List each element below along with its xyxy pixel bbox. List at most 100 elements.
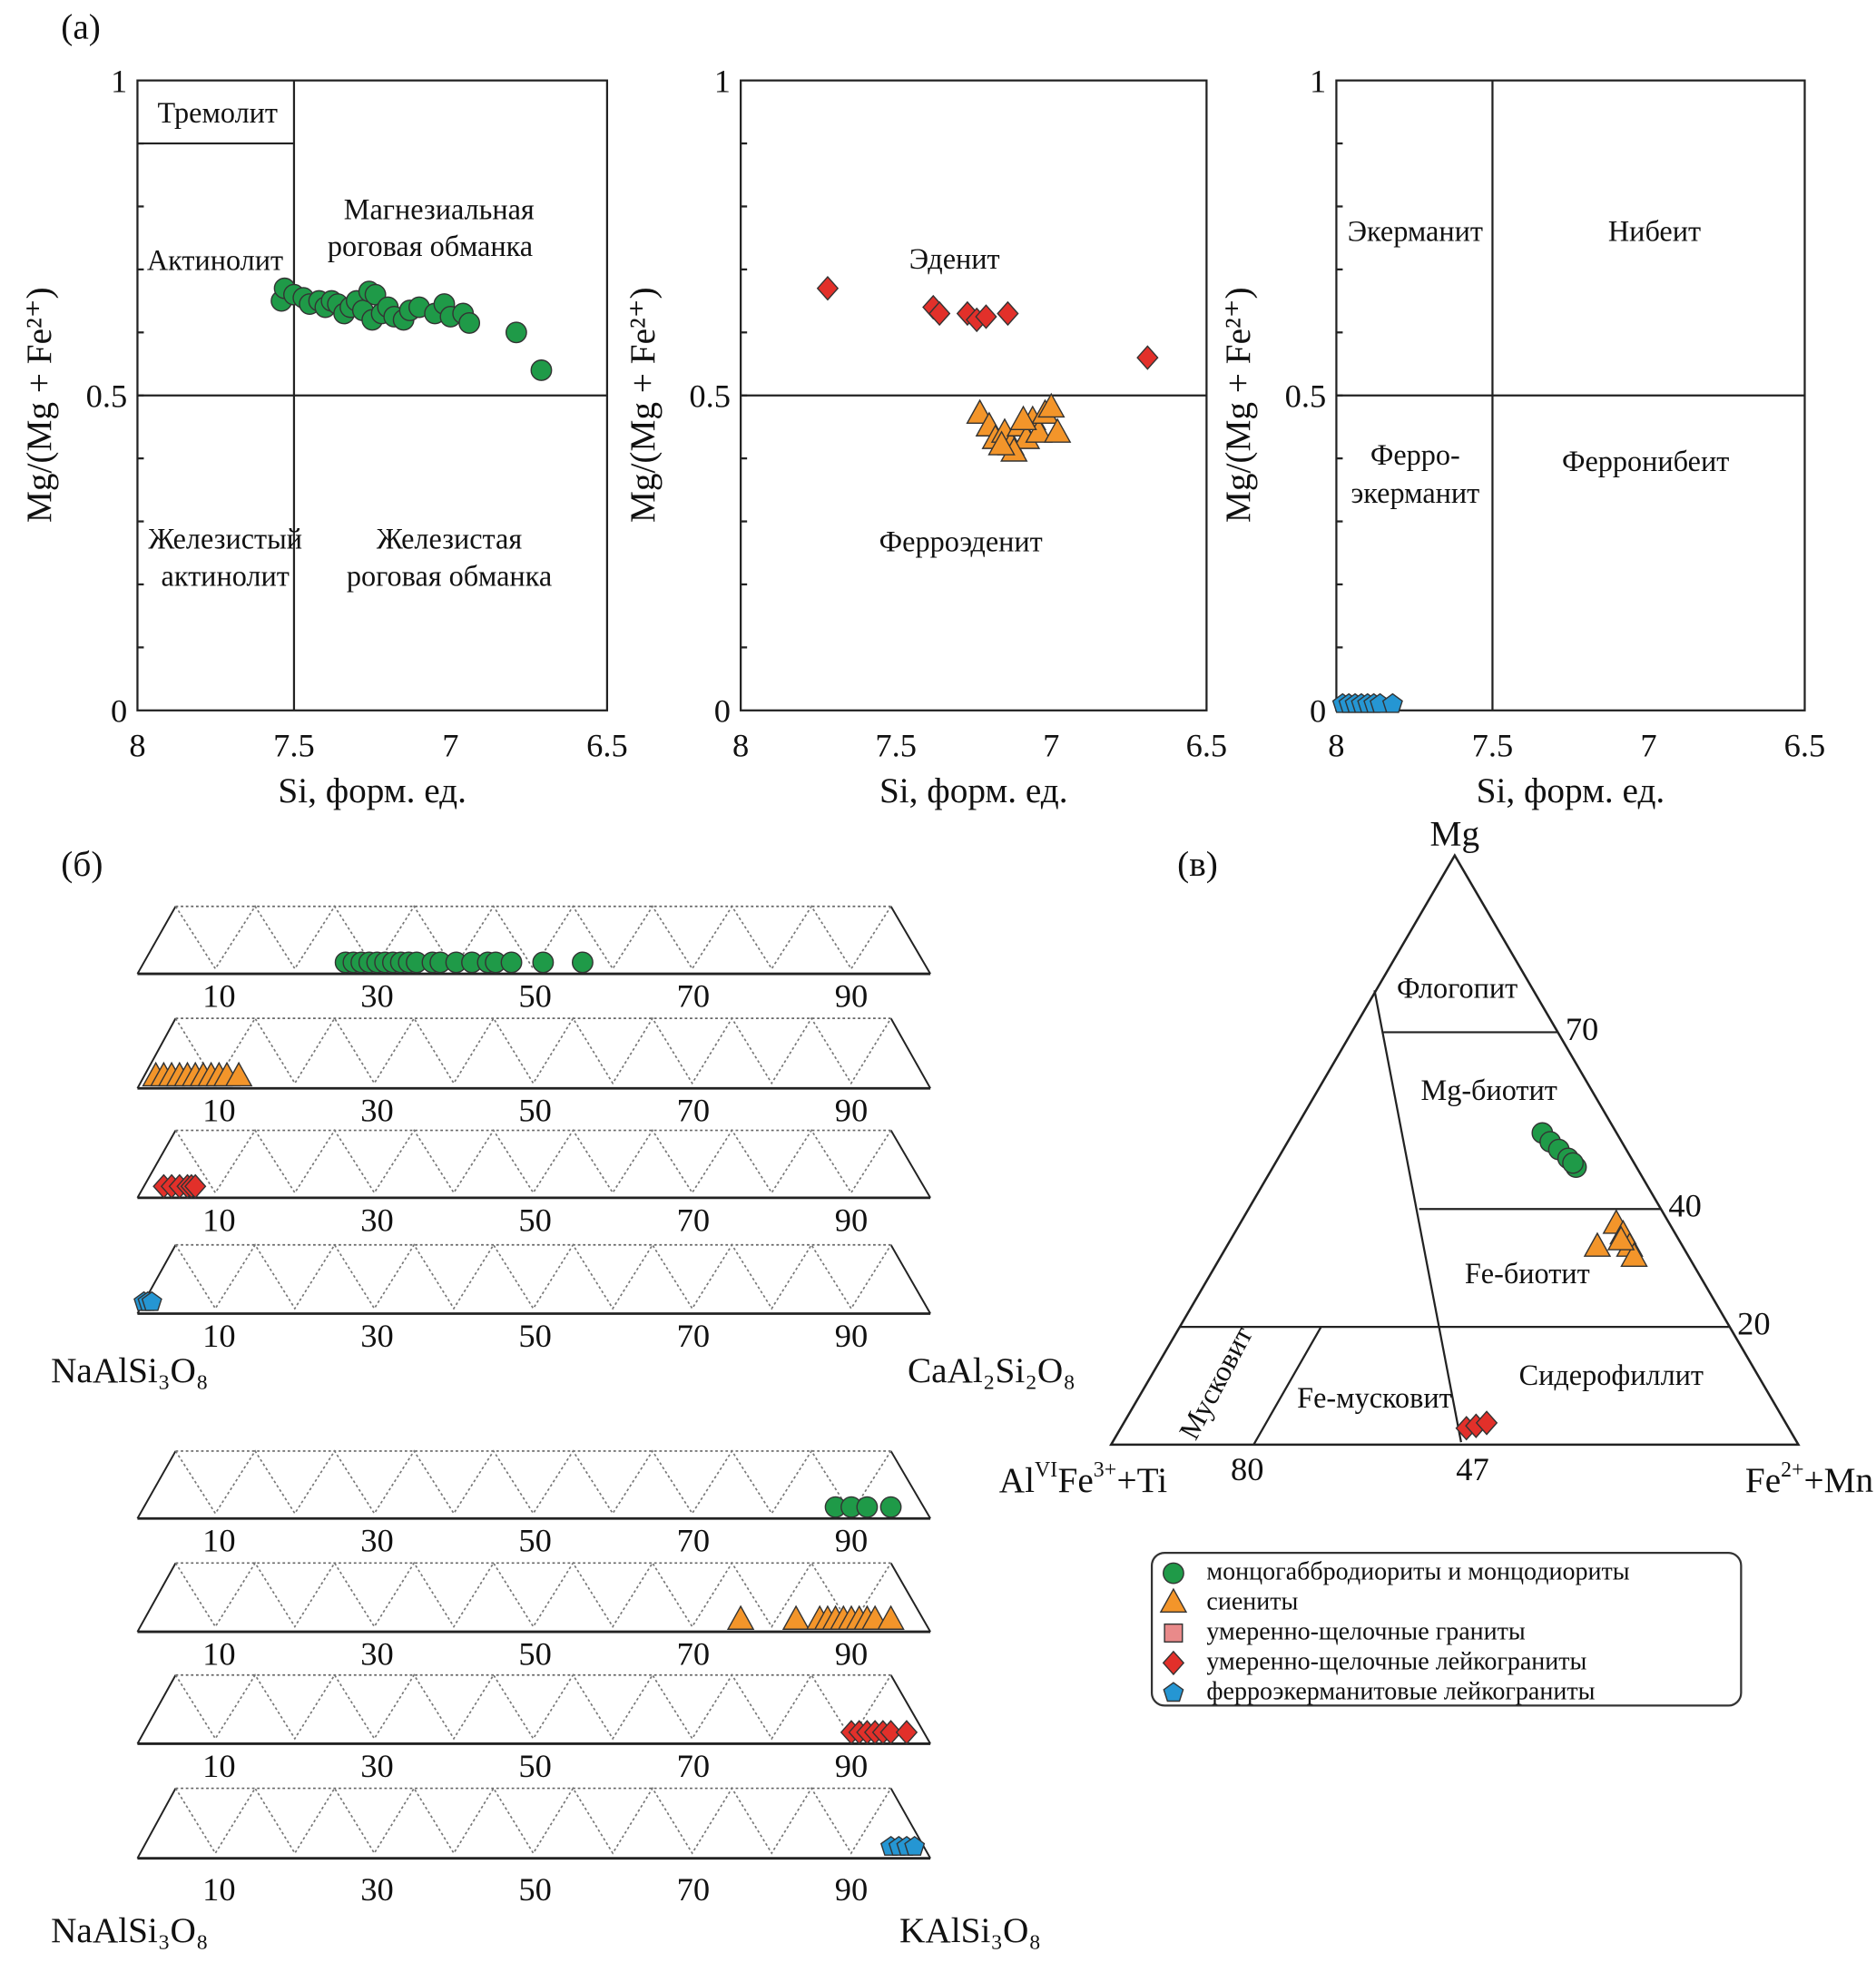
x-tick-label: 30 (360, 1523, 393, 1559)
boundary-line (1373, 990, 1462, 1443)
x-tick-label: 10 (202, 1093, 235, 1129)
legend-label: сиениты (1206, 1588, 1298, 1616)
x-tick-label: 90 (835, 1202, 868, 1238)
x-tick-label: 50 (518, 1523, 551, 1559)
y-tick-label: 0 (1310, 692, 1326, 729)
strip-zigzag (174, 1786, 892, 1855)
x-tick-label: 70 (677, 1202, 710, 1238)
x-tick-label: 90 (835, 1523, 868, 1559)
x-tick-label: 10 (202, 1871, 235, 1908)
x-axis-label: Si, форм. ед. (278, 771, 467, 810)
label-part: +Mn (1804, 1461, 1874, 1500)
strip-side (136, 906, 177, 975)
legend (1150, 1551, 1743, 1707)
apex-label-right: Fe2++Mn (1745, 1458, 1874, 1500)
field-label: Mg-биотит (1421, 1074, 1557, 1106)
strip-side (136, 1450, 177, 1519)
strip-side (136, 1674, 177, 1744)
legend-symbol (1159, 1587, 1188, 1614)
data-point (532, 951, 555, 974)
data-point (505, 321, 527, 344)
x-tick-label: 90 (835, 1748, 868, 1784)
x-tick-label: 6.5 (1186, 727, 1228, 763)
y-tick-label: 1 (1310, 63, 1326, 99)
legend-symbol (1164, 1623, 1184, 1643)
data-point (877, 1604, 905, 1630)
field-label: Магнезиальная (344, 193, 535, 226)
x-tick-label: 30 (360, 1202, 393, 1238)
x-tick-label: 90 (835, 1093, 868, 1129)
x-tick-label: 30 (360, 1748, 393, 1784)
strip-zigzag (174, 1128, 892, 1194)
data-point (1136, 345, 1159, 370)
data-point (879, 1720, 902, 1745)
x-tick-label: 8 (732, 727, 749, 763)
data-point (904, 1835, 926, 1856)
strip-side (889, 1244, 931, 1314)
field-label: Fe-мусковит (1297, 1381, 1452, 1414)
x-tick-label: 10 (202, 1202, 235, 1238)
panel-label-a: (а) (61, 7, 101, 46)
legend-symbol (1163, 1682, 1184, 1702)
y-axis-label: Mg/(Mg + Fe²⁺) (624, 287, 663, 523)
data-point (224, 1061, 253, 1087)
data-point (530, 359, 553, 381)
base-tick-label: 47 (1456, 1451, 1488, 1487)
strip-side (136, 1562, 177, 1633)
data-point (572, 951, 594, 974)
y-tick-label: 0 (111, 692, 127, 729)
data-point (781, 1604, 810, 1630)
data-point (1475, 1410, 1498, 1436)
end-member-right: CaAl₂Si₂O₈ (908, 1351, 1076, 1390)
data-point (1009, 405, 1037, 431)
field-label: Тремолит (158, 96, 278, 129)
x-tick-label: 8 (129, 727, 145, 763)
x-tick-label: 70 (677, 1871, 710, 1908)
legend-label: монцогаббродиориты и монцодиориты (1206, 1558, 1629, 1586)
strip-side (136, 1788, 177, 1859)
field-label: Fe-биотит (1465, 1257, 1590, 1290)
x-tick-label: 10 (202, 1748, 235, 1784)
data-point (879, 1496, 902, 1518)
data-point (1043, 417, 1072, 443)
x-tick-label: 30 (360, 1871, 393, 1908)
data-point (141, 1290, 162, 1311)
label-part: 2+ (1781, 1458, 1803, 1482)
field-label: Нибеит (1608, 214, 1701, 247)
x-tick-label: 10 (202, 978, 235, 1015)
data-point (928, 300, 951, 327)
strip-side (889, 1017, 931, 1089)
legend-symbol (1163, 1562, 1184, 1585)
strip-side (136, 1017, 177, 1089)
x-axis-label: Si, форм. ед. (1477, 771, 1665, 810)
edge-tick-label: 40 (1668, 1188, 1701, 1224)
x-tick-label: 90 (835, 978, 868, 1015)
field-label: роговая обманка (328, 230, 533, 262)
data-point (1562, 1152, 1585, 1174)
strip-side (889, 1450, 931, 1519)
data-point (975, 304, 997, 329)
x-tick-label: 70 (677, 1318, 710, 1354)
strip-zigzag (174, 1561, 892, 1629)
x-tick-label: 90 (835, 1636, 868, 1673)
strip-side (889, 906, 931, 975)
y-axis-label: Mg/(Mg + Fe²⁺) (1219, 287, 1258, 523)
y-tick-label: 0.5 (689, 378, 731, 414)
legend-symbol (1162, 1650, 1185, 1676)
x-axis-label: Si, форм. ед. (879, 771, 1068, 810)
strip-zigzag (174, 1016, 892, 1085)
label-part: VI (1035, 1458, 1057, 1482)
data-point (184, 1173, 207, 1199)
x-tick-label: 30 (360, 1636, 393, 1673)
data-point (1381, 692, 1403, 713)
data-point (1025, 417, 1053, 443)
x-tick-label: 7.5 (875, 727, 917, 763)
base-tick-label: 80 (1231, 1451, 1263, 1487)
x-tick-label: 8 (1328, 727, 1344, 763)
x-tick-label: 30 (360, 1093, 393, 1129)
strip-zigzag (174, 1673, 892, 1741)
field-label: Мусковит (1173, 1321, 1259, 1445)
apex-label-left: AlVI Fe3+ +Ti (999, 1458, 1167, 1500)
field-label: Ферронибеит (1562, 445, 1729, 477)
